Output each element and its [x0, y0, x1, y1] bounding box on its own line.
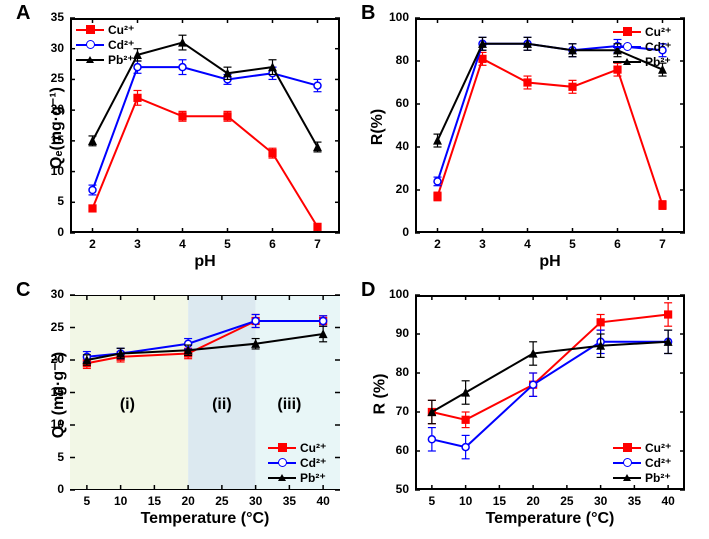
legend-C: Cu²⁺Cd²⁺Pb²⁺	[268, 440, 326, 485]
xtick: 2	[78, 237, 108, 251]
legend-label: Cd²⁺	[645, 456, 671, 470]
xtick: 25	[207, 494, 237, 508]
ytick: 100	[377, 10, 409, 24]
legend-label: Pb²⁺	[300, 471, 326, 485]
legend-item: Pb²⁺	[76, 52, 134, 67]
xtick: 10	[451, 494, 481, 508]
legend-B: Cu²⁺Cd²⁺Pb²⁺	[613, 24, 671, 69]
legend-item: Cu²⁺	[613, 24, 671, 39]
ytick: 90	[377, 326, 409, 340]
legend-label: Cd²⁺	[300, 456, 326, 470]
ytick: 80	[377, 53, 409, 67]
xtick: 35	[274, 494, 304, 508]
ylabel-A: Qₑ(mg·g⁻¹)	[46, 87, 66, 169]
xlabel-D: Temperature (°C)	[470, 510, 630, 528]
xtick: 30	[241, 494, 271, 508]
ylabel-D: R (%)	[371, 373, 389, 414]
xtick: 10	[106, 494, 136, 508]
legend-label: Pb²⁺	[645, 55, 671, 69]
xtick: 40	[308, 494, 338, 508]
legend-A: Cu²⁺Cd²⁺Pb²⁺	[76, 22, 134, 67]
xtick: 3	[123, 237, 153, 251]
legend-item: Pb²⁺	[613, 54, 671, 69]
legend-label: Cd²⁺	[108, 38, 134, 52]
xtick: 30	[586, 494, 616, 508]
ytick: 0	[32, 482, 64, 496]
ytick: 5	[32, 194, 64, 208]
xlabel-C: Temperature (°C)	[125, 510, 285, 528]
legend-label: Cu²⁺	[645, 25, 671, 39]
xtick: 3	[468, 237, 498, 251]
ytick: 100	[377, 287, 409, 301]
xtick: 15	[484, 494, 514, 508]
legend-item: Cu²⁺	[613, 440, 671, 455]
ytick: 0	[32, 225, 64, 239]
xlabel-B: pH	[470, 253, 630, 271]
ytick: 50	[377, 482, 409, 496]
legend-item: Cd²⁺	[76, 37, 134, 52]
panel-label-C: C	[16, 279, 30, 302]
legend-label: Cu²⁺	[300, 441, 326, 455]
legend-item: Cu²⁺	[76, 22, 134, 37]
xtick: 25	[552, 494, 582, 508]
ytick: 20	[377, 182, 409, 196]
xtick: 2	[423, 237, 453, 251]
xtick: 20	[173, 494, 203, 508]
legend-item: Pb²⁺	[613, 470, 671, 485]
ytick: 25	[32, 71, 64, 85]
legend-label: Cu²⁺	[108, 23, 134, 37]
legend-item: Cu²⁺	[268, 440, 326, 455]
panel-label-B: B	[361, 2, 375, 25]
xtick: 4	[513, 237, 543, 251]
xtick: 5	[417, 494, 447, 508]
legend-item: Cd²⁺	[613, 39, 671, 54]
xtick: 20	[518, 494, 548, 508]
panel-label-D: D	[361, 279, 375, 302]
legend-label: Cd²⁺	[645, 40, 671, 54]
legend-D: Cu²⁺Cd²⁺Pb²⁺	[613, 440, 671, 485]
ytick: 25	[32, 320, 64, 334]
legend-item: Pb²⁺	[268, 470, 326, 485]
ylabel-C: Qₑ (mg·g⁻¹)	[48, 351, 68, 437]
xtick: 40	[653, 494, 683, 508]
ytick: 5	[32, 450, 64, 464]
legend-label: Pb²⁺	[645, 471, 671, 485]
xtick: 5	[213, 237, 243, 251]
xtick: 15	[139, 494, 169, 508]
ylabel-B: R(%)	[369, 108, 387, 144]
panel-label-A: A	[16, 2, 30, 25]
ytick: 35	[32, 10, 64, 24]
ytick: 60	[377, 443, 409, 457]
ytick: 0	[377, 225, 409, 239]
xtick: 6	[258, 237, 288, 251]
xtick: 6	[603, 237, 633, 251]
xtick: 35	[619, 494, 649, 508]
xtick: 7	[648, 237, 678, 251]
legend-label: Pb²⁺	[108, 53, 134, 67]
ytick: 30	[32, 287, 64, 301]
xtick: 7	[303, 237, 333, 251]
ytick: 30	[32, 41, 64, 55]
legend-item: Cd²⁺	[613, 455, 671, 470]
xtick: 5	[558, 237, 588, 251]
legend-item: Cd²⁺	[268, 455, 326, 470]
xtick: 5	[72, 494, 102, 508]
xlabel-A: pH	[125, 253, 285, 271]
legend-label: Cu²⁺	[645, 441, 671, 455]
xtick: 4	[168, 237, 198, 251]
